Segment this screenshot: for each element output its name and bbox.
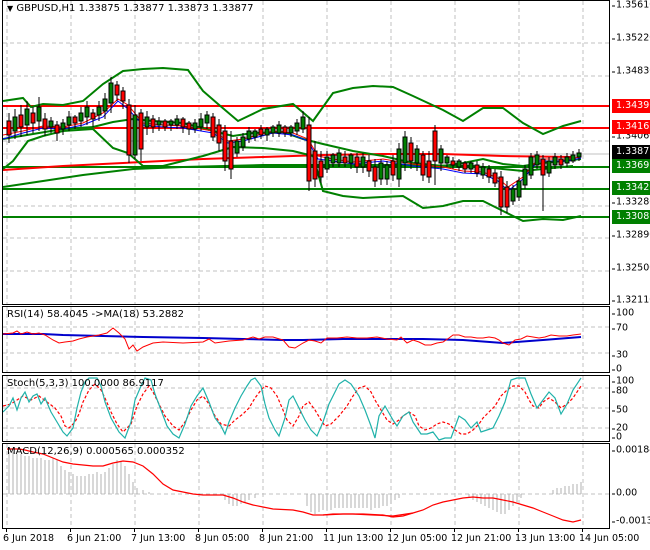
rsi-tick: 30 bbox=[612, 350, 628, 361]
macd-signal-line-2 bbox=[322, 512, 414, 517]
time-label: 8 Jun 05:00 bbox=[195, 533, 250, 544]
rsi-panel[interactable]: RSI(14) 58.4045 ->MA(18) 53.2882 bbox=[2, 306, 610, 373]
rsi-line bbox=[3, 327, 582, 352]
price-chart-panel[interactable]: ▼ GBPUSD,H1 1.33875 1.33877 1.33873 1.33… bbox=[2, 0, 610, 305]
chart-title: ▼ GBPUSD,H1 1.33875 1.33877 1.33873 1.33… bbox=[7, 3, 254, 14]
rsi-tick: 0 bbox=[612, 364, 622, 375]
price-tick: 1.35610 bbox=[612, 0, 650, 11]
time-tick bbox=[262, 528, 263, 532]
stoch-signal-line bbox=[3, 383, 582, 435]
resistance-price-tag: 1.34165 bbox=[612, 120, 650, 134]
time-tick bbox=[6, 528, 7, 532]
price-tick: 1.34830 bbox=[612, 66, 650, 77]
time-tick bbox=[582, 528, 583, 532]
rsi-ma-line bbox=[3, 333, 582, 345]
stoch-main-line bbox=[3, 377, 582, 441]
bollinger-upper bbox=[3, 66, 582, 136]
time-label: 11 Jun 13:00 bbox=[323, 533, 384, 544]
macd-signal-line bbox=[7, 448, 582, 523]
rsi-title: RSI(14) 58.4045 ->MA(18) 53.2882 bbox=[7, 309, 184, 320]
time-tick bbox=[198, 528, 199, 532]
stochastic-title: Stoch(5,3,3) 100.0000 86.9117 bbox=[7, 378, 164, 389]
time-tick bbox=[70, 528, 71, 532]
rsi-tick: 70 bbox=[612, 323, 628, 334]
price-tick: 1.33280 bbox=[612, 197, 650, 208]
long-ma-red bbox=[3, 153, 574, 171]
time-label: 6 Jun 21:00 bbox=[67, 533, 122, 544]
price-tick: 1.32890 bbox=[612, 230, 650, 241]
macd-tick: -0.001329 bbox=[612, 516, 650, 527]
stoch-tick: 0 bbox=[612, 432, 622, 443]
support-price-tag: 1.33087 bbox=[612, 210, 650, 224]
time-label: 12 Jun 21:00 bbox=[451, 533, 512, 544]
macd-canvas bbox=[3, 444, 609, 528]
time-label: 8 Jun 21:00 bbox=[259, 533, 314, 544]
bull-candles bbox=[12, 82, 582, 202]
rsi-tick: 100 bbox=[612, 308, 634, 319]
macd-tick: 0.00 bbox=[612, 488, 637, 499]
time-label: 6 Jun 2018 bbox=[3, 533, 55, 544]
time-tick bbox=[454, 528, 455, 532]
dropdown-triangle-icon[interactable]: ▼ bbox=[7, 4, 14, 13]
candles bbox=[6, 77, 582, 215]
long-ma-green bbox=[3, 164, 574, 188]
stochastic-panel[interactable]: Stoch(5,3,3) 100.0000 86.9117 bbox=[2, 375, 610, 442]
price-tick: 1.32110 bbox=[612, 295, 650, 306]
time-label: 7 Jun 13:00 bbox=[131, 533, 186, 544]
time-label: 12 Jun 05:00 bbox=[387, 533, 448, 544]
current-price-tag: 1.33877 bbox=[612, 145, 650, 159]
time-label: 14 Jun 05:00 bbox=[579, 533, 640, 544]
symbol-ohlc-label: GBPUSD,H1 1.33875 1.33877 1.33873 1.3387… bbox=[16, 3, 254, 14]
time-tick bbox=[518, 528, 519, 532]
stoch-tick: 100 bbox=[612, 376, 634, 387]
price-tick: 1.35220 bbox=[612, 33, 650, 44]
stoch-tick: 80 bbox=[612, 386, 628, 397]
bear-candles bbox=[6, 84, 564, 208]
macd-title: MACD(12,26,9) 0.000565 0.000352 bbox=[7, 446, 185, 457]
price-chart-canvas bbox=[3, 1, 609, 304]
support-price-tag: 1.33426 bbox=[612, 181, 650, 195]
macd-tick: 0.001844 bbox=[612, 445, 650, 456]
stoch-tick: 20 bbox=[612, 423, 628, 434]
resistance-price-tag: 1.34396 bbox=[612, 99, 650, 113]
time-tick bbox=[326, 528, 327, 532]
grid-lines bbox=[3, 307, 609, 372]
bollinger-middle bbox=[3, 117, 582, 168]
time-tick bbox=[390, 528, 391, 532]
stoch-tick: 50 bbox=[612, 405, 628, 416]
macd-panel[interactable]: MACD(12,26,9) 0.000565 0.000352 bbox=[2, 443, 610, 529]
price-tick: 1.32500 bbox=[612, 263, 650, 274]
price-tick: 1.34060 bbox=[612, 131, 650, 142]
time-tick bbox=[134, 528, 135, 532]
rsi-canvas bbox=[3, 307, 609, 372]
time-label: 13 Jun 13:00 bbox=[515, 533, 576, 544]
stochastic-canvas bbox=[3, 376, 609, 441]
macd-histogram bbox=[8, 452, 582, 514]
